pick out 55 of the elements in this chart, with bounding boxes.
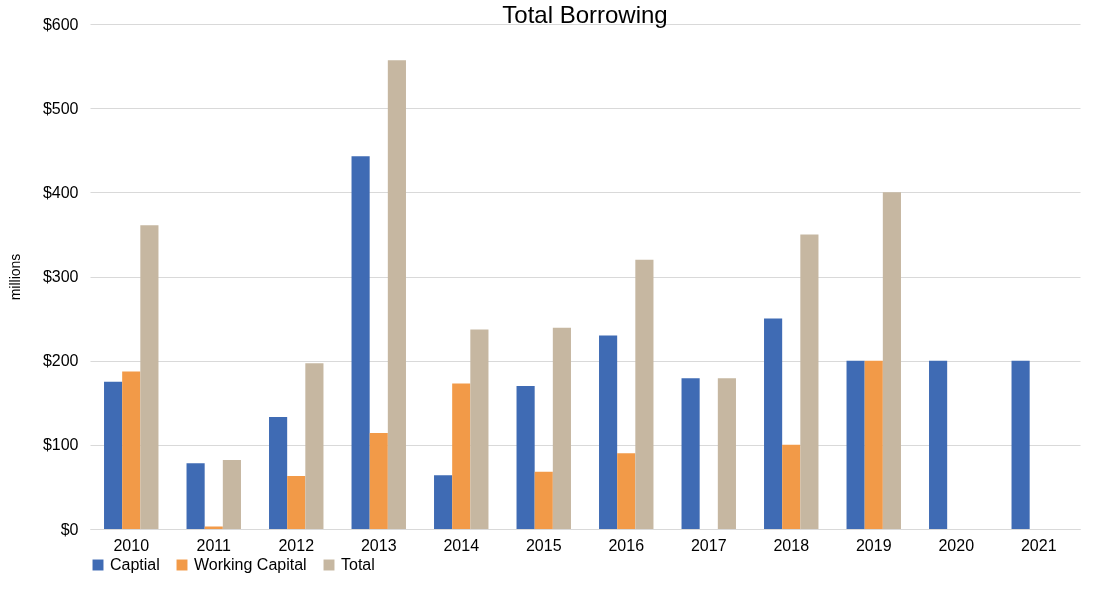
x-tick-label: 2012 — [278, 536, 315, 554]
bar — [305, 363, 324, 529]
bar — [882, 192, 901, 529]
bar — [452, 383, 471, 529]
bar — [369, 433, 388, 529]
bar — [717, 378, 736, 529]
y-tick-label: $600 — [42, 15, 79, 33]
bar — [122, 371, 141, 529]
bar — [764, 318, 783, 529]
bar — [864, 360, 883, 529]
y-tick-label: $400 — [42, 183, 79, 201]
y-axis-title: millions — [6, 253, 23, 301]
bar — [204, 526, 223, 529]
y-tick-label: $200 — [42, 352, 79, 370]
x-tick-label: 2021 — [1020, 536, 1057, 554]
bar — [222, 459, 241, 529]
bar — [635, 259, 654, 529]
bar — [846, 360, 865, 529]
bar — [516, 385, 535, 529]
bar — [929, 360, 948, 529]
legend-label: Total — [341, 556, 375, 573]
y-tick-label: $100 — [42, 436, 79, 454]
x-tick-label: 2013 — [360, 536, 397, 554]
x-tick-label: 2020 — [938, 536, 975, 554]
bar — [552, 327, 571, 529]
bar — [534, 471, 553, 529]
bar — [287, 475, 306, 529]
y-tick-label: $500 — [42, 99, 79, 117]
bar — [782, 444, 801, 529]
bar — [800, 234, 819, 529]
x-tick-label: 2017 — [690, 536, 727, 554]
chart-title: Total Borrowing — [502, 1, 668, 28]
bar — [681, 378, 700, 529]
y-tick-label: $0 — [60, 520, 79, 538]
x-tick-label: 2016 — [608, 536, 645, 554]
x-tick-label: 2014 — [443, 536, 480, 554]
bar — [351, 156, 370, 529]
x-tick-label: 2010 — [113, 536, 150, 554]
bar — [470, 329, 489, 529]
bar — [1011, 360, 1030, 529]
x-tick-label: 2019 — [855, 536, 892, 554]
x-tick-label: 2011 — [196, 536, 232, 554]
bar — [269, 417, 288, 529]
bar — [434, 475, 453, 529]
bar — [140, 225, 159, 529]
y-tick-label: $300 — [42, 268, 79, 285]
bar — [599, 335, 618, 529]
x-tick-label: 2015 — [525, 536, 562, 554]
bar — [104, 381, 123, 529]
bar — [617, 453, 636, 529]
legend-label: Working Capital — [194, 556, 307, 573]
legend-label: Captial — [110, 556, 160, 573]
x-tick-label: 2018 — [773, 536, 810, 554]
bar — [387, 60, 406, 529]
bar — [186, 463, 205, 529]
